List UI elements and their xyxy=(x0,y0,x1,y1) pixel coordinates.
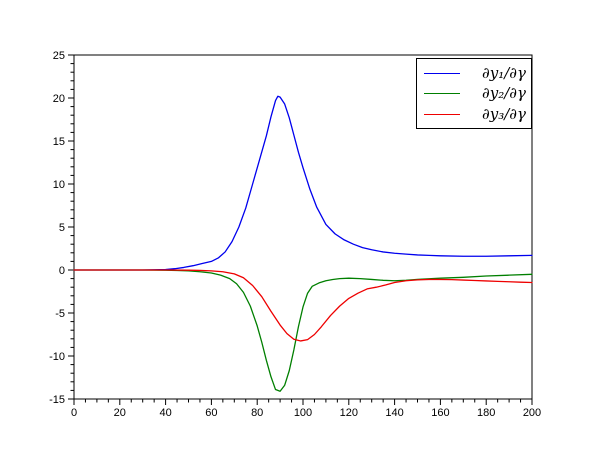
y-tick-label: 20 xyxy=(53,93,65,105)
y-tick-label: 0 xyxy=(59,265,65,277)
x-tick-label: 140 xyxy=(385,407,403,419)
legend-entry-y1: ∂y₁/∂γ xyxy=(417,64,531,83)
legend-line-y1 xyxy=(424,72,460,74)
x-tick-label: 60 xyxy=(205,407,217,419)
y-tick-label: 5 xyxy=(59,222,65,234)
legend: ∂y₁/∂γ ∂y₂/∂γ ∂y₃/∂γ xyxy=(416,58,532,129)
curve-3 xyxy=(73,269,533,342)
legend-line-y2 xyxy=(424,93,460,94)
x-tick-label: 160 xyxy=(431,407,449,419)
y-tick-label: 10 xyxy=(53,179,65,191)
y-tick-label: -10 xyxy=(49,351,65,363)
legend-label-y1: ∂y₁/∂γ xyxy=(481,63,526,82)
legend-label-y2: ∂y₂/∂γ xyxy=(481,84,526,102)
y-tick-label: -15 xyxy=(49,394,65,406)
legend-line-y3 xyxy=(424,113,460,115)
x-tick-label: 200 xyxy=(523,407,541,419)
y-tick-label: 15 xyxy=(53,136,65,148)
x-tick-label: 40 xyxy=(159,407,171,419)
x-tick-label: 120 xyxy=(340,407,358,419)
y-tick-label: 25 xyxy=(53,50,65,62)
y-tick-label: -5 xyxy=(55,308,65,320)
plot-border xyxy=(73,54,533,400)
curve-2 xyxy=(73,269,533,392)
legend-entry-y3: ∂y₃/∂γ xyxy=(417,105,531,124)
x-tick-label: 20 xyxy=(114,407,126,419)
curve-1 xyxy=(73,95,533,271)
legend-label-y3: ∂y₃/∂γ xyxy=(481,104,526,123)
x-tick-label: 80 xyxy=(251,407,263,419)
x-tick-label: 180 xyxy=(477,407,495,419)
legend-entry-y2: ∂y₂/∂γ xyxy=(417,84,531,103)
x-tick-label: 0 xyxy=(71,407,77,419)
x-tick-label: 100 xyxy=(294,407,312,419)
